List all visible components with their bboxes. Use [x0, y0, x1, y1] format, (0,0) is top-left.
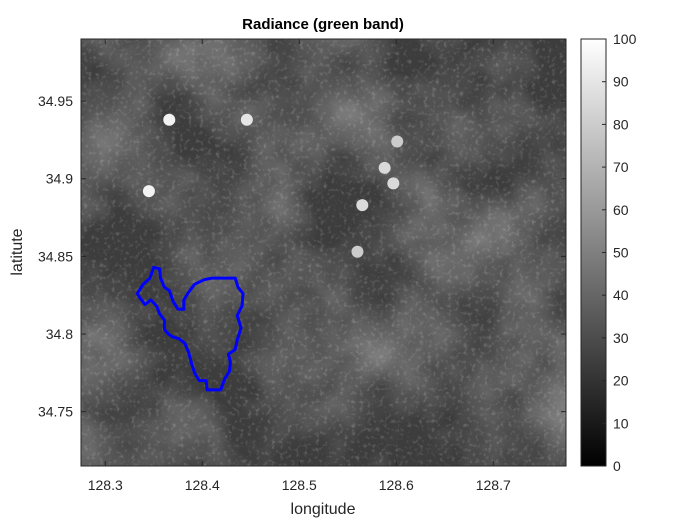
- colorbar-tick-label: 60: [613, 202, 629, 218]
- y-axis-label: latitute: [9, 228, 26, 275]
- colorbar-tick-label: 40: [613, 287, 629, 303]
- bright-feature: [142, 185, 155, 198]
- study-area-outline: [135, 265, 245, 392]
- y-tick-label: 34.9: [46, 171, 73, 187]
- x-tick-label: 128.7: [476, 477, 511, 493]
- bright-feature: [163, 113, 176, 126]
- colorbar: 0 10 20 30 40 50 60 70 80 90 100: [580, 31, 637, 474]
- axes-box: [80, 38, 567, 467]
- y-tick-label: 34.8: [46, 326, 73, 342]
- colorbar-tick-label: 50: [613, 245, 629, 261]
- bright-features: [142, 113, 404, 258]
- bright-feature: [387, 177, 400, 190]
- colorbar-tick-label: 90: [613, 74, 629, 90]
- y-axis-ticks: 34.75 34.8 34.85 34.9 34.95: [38, 93, 566, 420]
- colorbar-gradient: [580, 38, 607, 467]
- bright-feature: [378, 161, 391, 174]
- colorbar-tick-label: 0: [613, 458, 621, 474]
- x-axis-ticks: 128.3 128.4 128.5 128.6 128.7: [88, 39, 511, 493]
- x-tick-label: 128.5: [282, 477, 317, 493]
- chart-title: Radiance (green band): [242, 16, 404, 33]
- colorbar-tick-label: 20: [613, 373, 629, 389]
- colorbar-tick-label: 30: [613, 330, 629, 346]
- bright-feature: [351, 245, 364, 258]
- y-tick-label: 34.75: [38, 404, 73, 420]
- x-tick-label: 128.4: [185, 477, 220, 493]
- colorbar-tick-label: 70: [613, 159, 629, 175]
- colorbar-tick-label: 100: [613, 31, 637, 47]
- bright-feature: [240, 113, 253, 126]
- y-tick-label: 34.85: [38, 248, 73, 264]
- y-tick-label: 34.95: [38, 93, 73, 109]
- bright-feature: [391, 135, 404, 148]
- bright-feature: [356, 199, 369, 212]
- x-tick-label: 128.6: [379, 477, 414, 493]
- x-axis-label: longitude: [291, 501, 356, 518]
- colorbar-tick-label: 80: [613, 116, 629, 132]
- radiance-image: [81, 39, 566, 466]
- colorbar-tick-label: 10: [613, 415, 629, 431]
- colorbar-ticks: 0 10 20 30 40 50 60 70 80 90 100: [602, 31, 637, 474]
- x-tick-label: 128.3: [88, 477, 123, 493]
